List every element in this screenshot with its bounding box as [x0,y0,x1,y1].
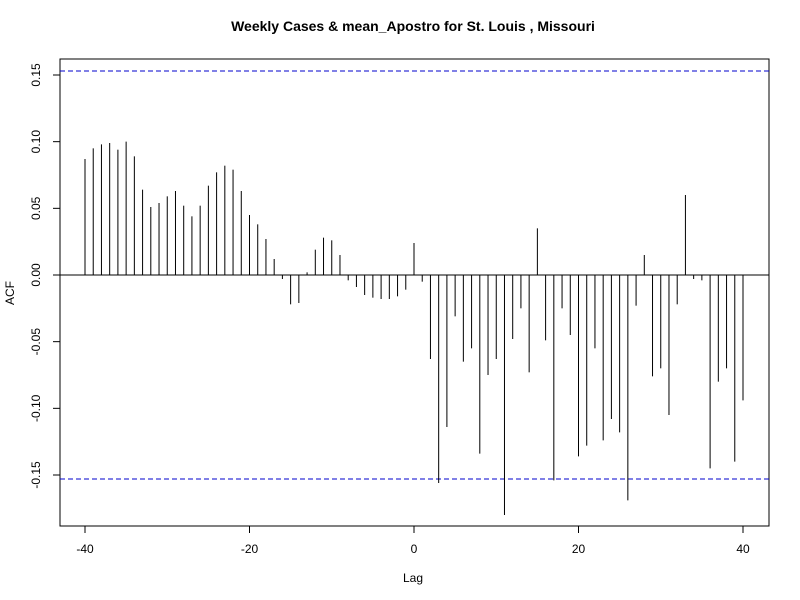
y-tick-label: 0.00 [29,263,43,287]
x-axis-label: Lag [403,571,423,585]
acf-bars [84,141,744,515]
x-tick-label: 20 [572,542,586,556]
y-axis: -0.15 -0.10 -0.05 0.00 0.05 0.10 0.15 [29,63,61,489]
x-tick-label: -40 [76,542,94,556]
x-tick-label: 40 [736,542,750,556]
plot-frame [59,58,770,527]
y-tick-label: 0.05 [29,196,43,220]
y-tick-label: -0.15 [29,461,43,489]
x-tick-label: 0 [411,542,418,556]
x-axis: -40 -20 0 20 40 [76,525,750,556]
y-axis-label: ACF [3,281,17,305]
y-tick-label: 0.15 [29,63,43,87]
y-tick-label: -0.10 [29,394,43,422]
y-tick-label: -0.05 [29,328,43,356]
x-tick-label: -20 [241,542,259,556]
y-tick-label: 0.10 [29,130,43,154]
chart-title: Weekly Cases & mean_Apostro for St. Loui… [231,18,595,34]
